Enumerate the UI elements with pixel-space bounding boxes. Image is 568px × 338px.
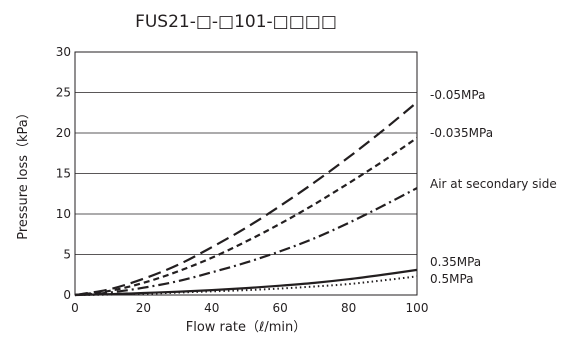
y-tick-label: 5 (63, 248, 71, 262)
series-line-0 (74, 101, 418, 297)
chart-title: FUS21-□-□101-□□□□ (135, 12, 337, 32)
series-labels: -0.05MPa -0.035MPa Air at secondary side 0.… (430, 88, 557, 286)
series-line-3 (74, 268, 418, 297)
y-tick-label: 30 (56, 45, 71, 59)
series-label-1: -0.035MPa (430, 126, 493, 140)
x-axis-label: Flow rate（ℓ/min） (186, 320, 306, 335)
series-lines (74, 101, 418, 297)
series-label-4: 0.5MPa (430, 272, 474, 286)
grid-lines (75, 51, 417, 296)
x-tick-label: 100 (406, 301, 429, 315)
series-line-2 (74, 187, 418, 297)
series-label-3: 0.35MPa (430, 255, 481, 269)
y-tick-label: 25 (56, 86, 71, 100)
tick-labels: 0 5 10 15 20 25 30 0 20 40 60 80 100 (56, 45, 429, 315)
y-tick-label: 15 (56, 167, 71, 181)
series-label-0: -0.05MPa (430, 88, 485, 102)
x-tick-label: 80 (341, 301, 356, 315)
y-tick-label: 10 (56, 207, 71, 221)
series-line-1 (74, 136, 418, 297)
y-tick-label: 20 (56, 126, 71, 140)
x-tick-label: 60 (273, 301, 288, 315)
plot-frame (74, 51, 418, 296)
x-tick-label: 0 (71, 301, 79, 315)
x-tick-label: 20 (136, 301, 151, 315)
series-line-4 (74, 275, 418, 296)
y-axis-label: Pressure loss（kPa） (16, 106, 31, 240)
y-tick-label: 0 (63, 288, 71, 302)
series-label-2: Air at secondary side (430, 177, 557, 191)
x-tick-label: 40 (204, 301, 219, 315)
